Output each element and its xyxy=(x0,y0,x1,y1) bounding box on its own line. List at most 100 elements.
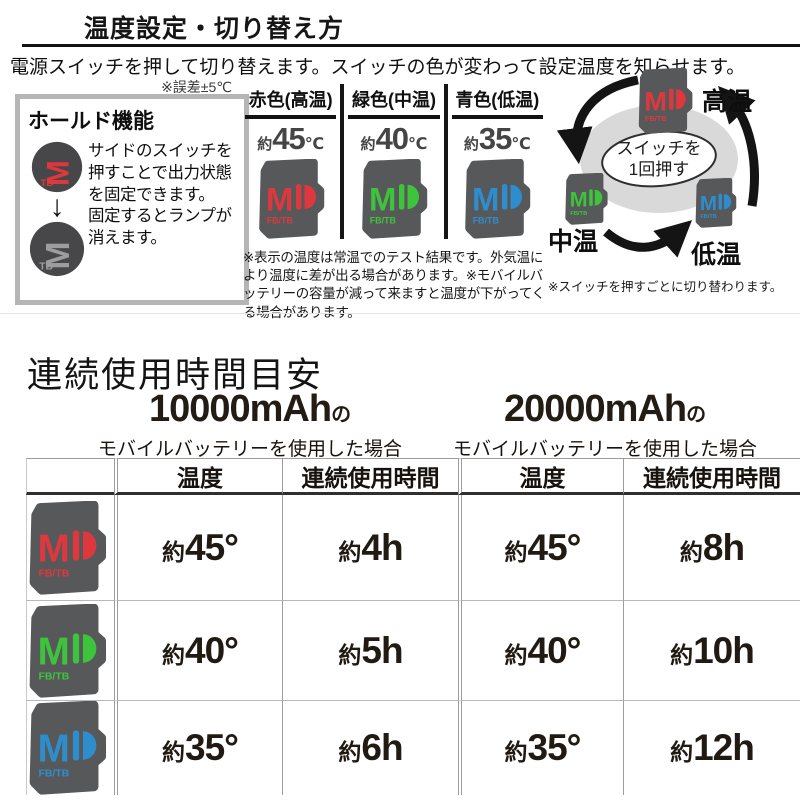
table-value: 約10h xyxy=(670,630,755,672)
switch-icon-wrap: M FB/TB xyxy=(358,159,430,239)
approx-prefix: 約 xyxy=(679,538,703,565)
table-value-cell: 約35° xyxy=(458,700,623,795)
temp-unit: ℃ xyxy=(408,136,428,153)
table-value-cell: 約45° xyxy=(114,495,282,600)
svg-text:FB/TB: FB/TB xyxy=(38,769,69,780)
table-value: 約45° xyxy=(162,526,239,569)
value-text: 40° xyxy=(527,629,582,671)
svg-text:FB/TB: FB/TB xyxy=(38,568,69,579)
temp-level-underline xyxy=(451,115,543,119)
table-value: 約45° xyxy=(504,527,582,569)
table-corner-cell xyxy=(26,458,114,495)
temperature-levels-panel: 赤色(高温) 約45℃ M FB/TB 緑色(中温) 約40℃ M FB/TB 青色(低温) 約3… xyxy=(241,84,547,322)
section-title-temperature: 温度設定・切り替え方 xyxy=(84,15,345,43)
value-text: 35° xyxy=(185,727,239,768)
battery-suffix: の xyxy=(331,404,352,426)
table-value-cell: 約35° xyxy=(114,700,282,795)
table-value: 約8h xyxy=(679,527,745,569)
svg-text:FB/TB: FB/TB xyxy=(266,215,293,225)
temp-level-column: 緑色(中温) 約40℃ M FB/TB xyxy=(340,84,448,239)
table-column-header: 温度 xyxy=(458,458,623,495)
cycle-center-line2: 1回押す xyxy=(628,160,690,179)
temp-approx: 約 xyxy=(257,136,273,153)
switch-icon-wrap: M FB/TB xyxy=(20,701,114,795)
switch-icon: MFB/TB xyxy=(695,178,737,228)
value-text: 4h xyxy=(361,526,403,568)
switch-cycle-diagram: M FB/TB 高温 M FB/TB 中温 M FB/TB 低温 スイッチを 1回押す ※スイッ… xyxy=(546,60,800,300)
table-column-header: 連続使用時間 xyxy=(282,458,458,495)
table-value-cell: 約40° xyxy=(458,600,623,700)
value-text: 6h xyxy=(361,727,403,768)
battery-capacity: 20000mAh xyxy=(503,388,687,430)
temp-level-header: 青色(低温) xyxy=(455,90,540,110)
table-row-icon-cell: M FB/TB xyxy=(26,700,114,795)
table-value: 約40° xyxy=(504,629,582,672)
table-value-cell: 約4h xyxy=(282,495,458,600)
approx-prefix: 約 xyxy=(504,538,528,565)
svg-text:M: M xyxy=(266,180,292,217)
svg-text:FB/TB: FB/TB xyxy=(700,214,716,220)
switch-icon: MFB/TB xyxy=(638,68,693,134)
svg-text:M: M xyxy=(40,242,77,270)
switch-icon: MFB/TB xyxy=(258,159,324,239)
temp-value: 約45℃ xyxy=(241,121,340,157)
svg-text:M: M xyxy=(700,192,716,215)
hold-feature-description: サイドのスイッチを押すことで出力状態を固定できます。 固定するとランプが消えます… xyxy=(88,141,238,277)
tolerance-note: ※誤差±5℃ xyxy=(161,79,232,95)
temp-value: 約35℃ xyxy=(448,121,547,157)
value-text: 45° xyxy=(185,526,239,568)
switch-icon-wrap: M FB/TB xyxy=(20,603,114,698)
approx-prefix: 約 xyxy=(670,739,694,765)
battery-capacity: 10000mAh xyxy=(148,388,332,430)
approx-prefix: 約 xyxy=(162,641,186,668)
table-value: 約35° xyxy=(162,727,239,769)
table-value-cell: 約12h xyxy=(623,700,800,795)
table-value: 約4h xyxy=(338,526,403,569)
table-value-cell: 約8h xyxy=(623,495,800,600)
cycle-center-label: スイッチを 1回押す xyxy=(604,136,714,182)
hold-desc-line1: サイドのスイッチを押すことで出力状態を固定できます。 xyxy=(88,142,233,204)
approx-prefix: 約 xyxy=(504,739,528,765)
temp-level-header: 緑色(中温) xyxy=(351,90,436,110)
table-value: 約35° xyxy=(504,727,582,769)
switch-icon: MFB/TB xyxy=(29,603,106,698)
hold-feature-box: ホールド機能 M TB ↓ M TB サイドのスイッチを押すことで出力状態を固定でき… xyxy=(15,94,249,305)
svg-text:FB/TB: FB/TB xyxy=(473,215,500,225)
temp-number: 45 xyxy=(272,121,305,156)
switch-icon-wrap: M FB/TB xyxy=(20,500,114,595)
value-text: 35° xyxy=(527,727,582,768)
temperature-disclaimer: ※表示の温度は常温でのテスト結果です。外気温により温度に差が出る場合があります。… xyxy=(243,250,545,320)
table-value: 約40° xyxy=(162,630,239,672)
approx-prefix: 約 xyxy=(338,641,362,668)
approx-prefix: 約 xyxy=(504,641,528,668)
switch-icon-wrap: M FB/TB xyxy=(687,178,744,228)
table-value-cell: 約45° xyxy=(458,495,623,600)
battery-10000-header: 10000mAhの モバイルバッテリーを使用した場合 xyxy=(95,388,405,461)
table-value-cell: 約5h xyxy=(282,600,458,700)
table-value-cell: 約10h xyxy=(623,600,800,700)
temp-level-underline xyxy=(348,115,440,119)
temp-level-header: 赤色(高温) xyxy=(248,90,333,110)
battery-description: モバイルバッテリーを使用した場合 xyxy=(452,439,757,460)
usage-time-table: 温度 連続使用時間 温度 連続使用時間 M FB/TB 約45° 約4h 約45° 約8h M FB/… xyxy=(26,458,800,795)
cycle-center-line1: スイッチを xyxy=(616,138,702,158)
temp-level-label: 中温 xyxy=(548,228,599,256)
section-title-usage-time: 連続使用時間目安 xyxy=(27,356,324,395)
approx-prefix: 約 xyxy=(162,739,186,765)
svg-text:FB/TB: FB/TB xyxy=(645,114,667,123)
approx-prefix: 約 xyxy=(670,641,694,668)
temp-level-column: 赤色(高温) 約45℃ M FB/TB xyxy=(241,84,340,239)
arrow-low-to-high xyxy=(718,86,759,207)
round-switch-icon: MTB xyxy=(31,141,83,193)
svg-text:FB/TB: FB/TB xyxy=(570,211,587,217)
temp-unit: ℃ xyxy=(304,136,325,153)
approx-prefix: 約 xyxy=(338,538,362,565)
hold-feature-body: M TB ↓ M TB サイドのスイッチを押すことで出力状態を固定できます。 固定す… xyxy=(26,141,238,277)
svg-text:M: M xyxy=(570,187,587,211)
temp-number: 40 xyxy=(375,121,409,156)
temp-unit: ℃ xyxy=(511,136,531,153)
table-row-icon-cell: M FB/TB xyxy=(26,600,114,700)
table-value-cell: 約6h xyxy=(282,700,458,795)
hold-feature-title: ホールド機能 xyxy=(28,110,154,133)
